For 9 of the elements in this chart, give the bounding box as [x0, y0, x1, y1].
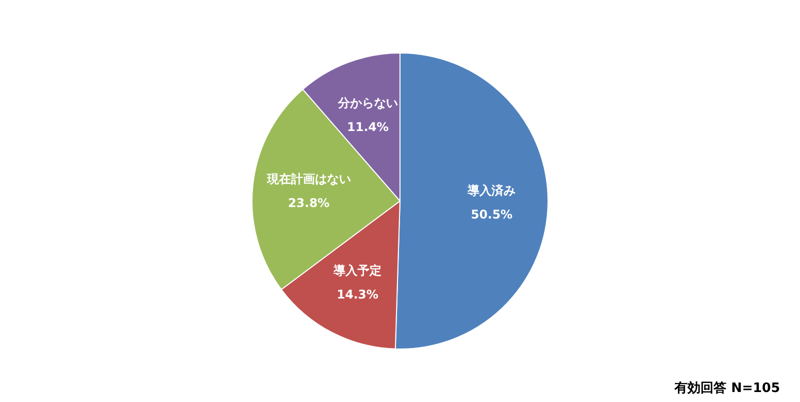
slice-label: 導入済み	[466, 183, 516, 198]
slice-label: 分からない	[336, 96, 398, 110]
slice-label: 現在計画はない	[266, 172, 351, 186]
text: 有効回答 N=105	[674, 380, 780, 396]
data-label: 23.8%	[288, 196, 330, 210]
data-label: 14.3%	[336, 287, 378, 302]
data-label: 50.5%	[470, 207, 513, 222]
slice-label: 導入予定	[332, 263, 382, 278]
data-label: 11.4%	[347, 120, 389, 134]
